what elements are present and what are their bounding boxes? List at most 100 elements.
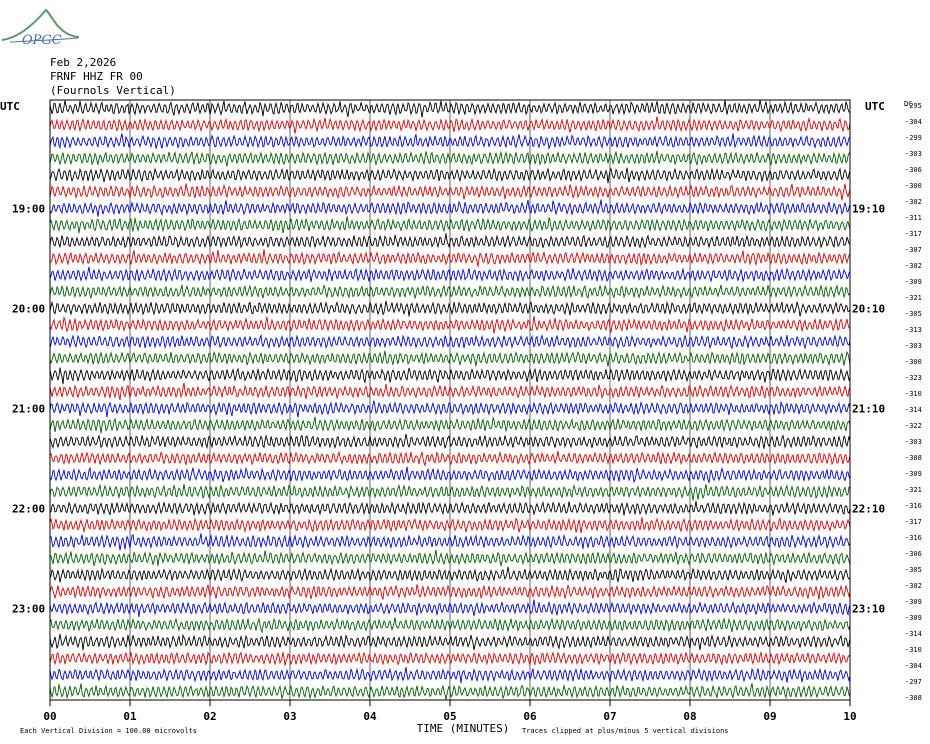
- dc-offset-label: -300: [905, 182, 922, 190]
- left-hour-labels: 19:00 20:00 21:00 22:00 23:00: [12, 202, 45, 615]
- trace-line: [49, 683, 851, 700]
- trace-line: [49, 183, 851, 201]
- dc-offset-label: -306: [905, 166, 922, 174]
- trace-line: [49, 584, 851, 600]
- dc-offset-label: -309: [905, 470, 922, 478]
- trace-line: [49, 382, 851, 400]
- dc-offset-label: -302: [905, 198, 922, 206]
- trace-line: [49, 450, 851, 468]
- left-utc-label: UTC: [0, 100, 20, 113]
- trace-line: [49, 416, 851, 434]
- trace-line: [49, 400, 851, 418]
- trace-line: [49, 350, 851, 367]
- station-location: (Fournols Vertical): [50, 84, 176, 97]
- dc-offset-label: -314: [905, 406, 922, 414]
- x-tick-label: 02: [203, 710, 216, 723]
- dc-offset-label: -297: [905, 678, 922, 686]
- left-hour-label: 20:00: [12, 302, 45, 315]
- dc-offset-label: -302: [905, 582, 922, 590]
- x-tick-label: 03: [283, 710, 296, 723]
- dc-offset-label: -306: [905, 550, 922, 558]
- dc-offset-label: -309: [905, 614, 922, 622]
- trace-line: [49, 116, 851, 134]
- dc-offset-label: -310: [905, 390, 922, 398]
- right-hour-labels: 19:10 20:10 21:10 22:10 23:10: [852, 202, 885, 615]
- dc-offset-label: -295: [905, 102, 922, 110]
- dc-offset-label: -307: [905, 246, 922, 254]
- dc-offset-label: -311: [905, 214, 922, 222]
- trace-line: [49, 549, 851, 567]
- dc-offset-label: -305: [905, 566, 922, 574]
- dc-offset-label: -317: [905, 230, 922, 238]
- trace-line: [49, 216, 851, 234]
- trace-line: [49, 199, 851, 217]
- dc-offset-label: -300: [905, 358, 922, 366]
- x-tick-label: 01: [123, 710, 137, 723]
- scale-note: Each Vertical Division = 100.00 microvol…: [20, 727, 197, 735]
- dc-offset-label: -303: [905, 150, 922, 158]
- left-hour-label: 22:00: [12, 502, 45, 515]
- x-tick-label: 00: [43, 710, 56, 723]
- right-hour-label: 23:10: [852, 602, 885, 615]
- x-tick-label: 08: [683, 710, 696, 723]
- trace-line: [49, 333, 851, 350]
- dc-offset-label: -299: [905, 134, 922, 142]
- trace-line: [49, 167, 851, 184]
- trace-line: [49, 517, 851, 534]
- dc-offset-label: -303: [905, 438, 922, 446]
- trace-line: [49, 434, 851, 450]
- right-hour-label: 22:10: [852, 502, 885, 515]
- x-tick-label: 09: [763, 710, 776, 723]
- trace-line: [49, 617, 851, 634]
- trace-line: [49, 500, 851, 516]
- right-hour-label: 19:10: [852, 202, 885, 215]
- left-hour-label: 21:00: [12, 402, 45, 415]
- trace-line: [49, 133, 851, 151]
- dc-offset-label: -314: [905, 630, 922, 638]
- dc-offset-label: -316: [905, 534, 922, 542]
- logo-text: OPGC: [22, 33, 62, 46]
- dc-offset-label: -321: [905, 486, 922, 494]
- right-hour-label: 20:10: [852, 302, 885, 315]
- x-tick-label: 07: [603, 710, 616, 723]
- trace-line: [49, 367, 851, 385]
- x-tick-label: 04: [363, 710, 377, 723]
- dc-offset-label: -308: [905, 454, 922, 462]
- dc-offset-label: -322: [905, 422, 922, 430]
- trace-line: [49, 315, 851, 334]
- dc-offset-label: -317: [905, 518, 922, 526]
- dc-offset-label: -308: [905, 694, 922, 702]
- trace-line: [49, 566, 851, 584]
- x-tick-label: 10: [843, 710, 856, 723]
- dc-offset-label: -309: [905, 278, 922, 286]
- station-code: FRNF HHZ FR 00: [50, 70, 143, 83]
- trace-line: [49, 150, 851, 167]
- dc-offset-label: -304: [905, 662, 922, 670]
- dc-offset-label: -309: [905, 598, 922, 606]
- dc-offset-label: -305: [905, 310, 922, 318]
- trace-line: [49, 633, 851, 651]
- dc-offset-label: -313: [905, 326, 922, 334]
- right-hour-label: 21:10: [852, 402, 885, 415]
- clip-note: Traces clipped at plus/minus 5 vertical …: [522, 727, 729, 735]
- dc-offset-label: -323: [905, 374, 922, 382]
- opgc-logo: OPGC: [1, 8, 80, 46]
- trace-line: [49, 599, 851, 617]
- plot-date: Feb 2,2026: [50, 56, 117, 69]
- dc-offset-label: -304: [905, 118, 922, 126]
- trace-line: [49, 533, 851, 551]
- left-hour-label: 19:00: [12, 202, 45, 215]
- trace-line: [49, 483, 851, 501]
- trace-line: [49, 99, 851, 118]
- plot-header: Feb 2,2026 FRNF HHZ FR 00 (Fournols Vert…: [50, 56, 176, 98]
- dc-offset-label: -303: [905, 342, 922, 350]
- trace-line: [49, 249, 851, 267]
- left-hour-label: 23:00: [12, 602, 45, 615]
- trace-line: [49, 266, 851, 283]
- x-tick-label: 05: [443, 710, 456, 723]
- logo-mountain-icon: [1, 8, 80, 41]
- trace-line: [49, 667, 851, 684]
- dc-offset-label: -316: [905, 502, 922, 510]
- trace-line: [49, 466, 851, 484]
